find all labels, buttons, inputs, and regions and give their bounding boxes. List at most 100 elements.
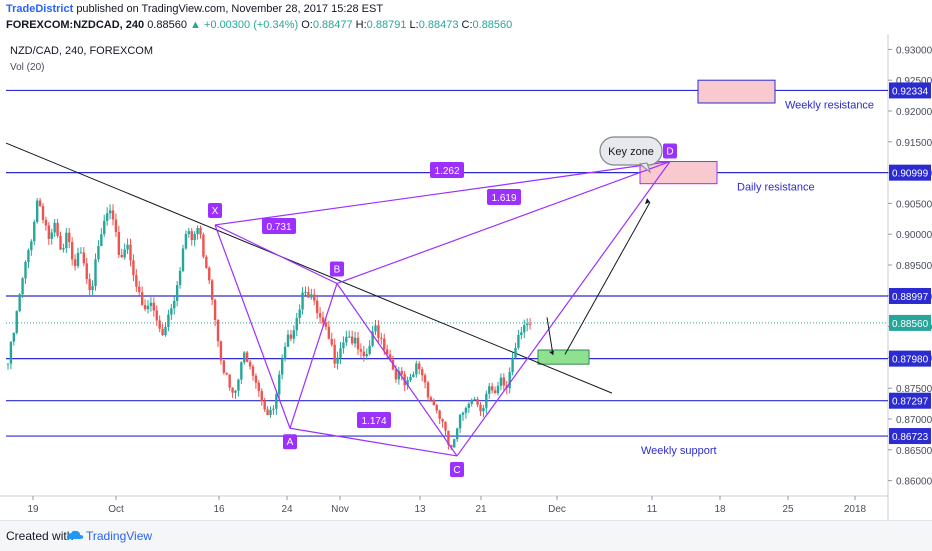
candle-body bbox=[132, 260, 135, 276]
candle-body bbox=[400, 370, 403, 375]
ratio-badge[interactable] bbox=[357, 412, 391, 428]
pattern-point-marker[interactable] bbox=[663, 143, 677, 159]
candle-body bbox=[342, 342, 345, 349]
ratio-badge[interactable] bbox=[487, 189, 521, 205]
symbol-label: FOREXCOM:NZDCAD, 240 bbox=[6, 19, 145, 31]
pattern-point-marker[interactable] bbox=[450, 461, 464, 477]
candle-body bbox=[464, 407, 468, 413]
pattern-leg[interactable] bbox=[214, 224, 291, 429]
candle-body bbox=[260, 391, 263, 402]
candle-body bbox=[450, 444, 453, 448]
candle-body bbox=[213, 299, 217, 320]
candle-body bbox=[304, 292, 307, 294]
candle-body bbox=[292, 330, 296, 339]
x-tick-label: 21 bbox=[475, 504, 487, 515]
level-price-label: 0.90999 bbox=[892, 169, 929, 180]
candle-body bbox=[415, 363, 418, 375]
publisher-name[interactable]: TradeDistrict bbox=[6, 3, 74, 15]
ratio-label: 1.619 bbox=[491, 193, 516, 204]
pattern-leg[interactable] bbox=[336, 283, 458, 457]
pattern-point-marker[interactable] bbox=[330, 261, 344, 277]
candle-body bbox=[508, 372, 511, 389]
pattern-leg[interactable] bbox=[336, 160, 671, 285]
plot-area[interactable] bbox=[6, 34, 888, 496]
open-label: O: bbox=[301, 19, 313, 31]
entry-zone[interactable] bbox=[537, 349, 590, 365]
candle-body bbox=[374, 325, 377, 332]
candle-body bbox=[496, 385, 500, 394]
candle-body bbox=[313, 294, 316, 301]
candle-body bbox=[243, 352, 246, 363]
y-tick-label: 0.87500 bbox=[896, 384, 932, 395]
ratio-badge[interactable] bbox=[430, 162, 464, 178]
candle-body bbox=[286, 334, 290, 347]
weekly-resistance-zone[interactable] bbox=[697, 79, 776, 104]
pattern-leg[interactable] bbox=[214, 160, 671, 226]
tradingview-logo-icon bbox=[66, 530, 84, 539]
pattern-point-marker[interactable] bbox=[283, 434, 297, 450]
candle-body bbox=[467, 403, 471, 408]
pattern-leg[interactable] bbox=[214, 224, 338, 285]
candle-body bbox=[167, 314, 170, 328]
candle-body bbox=[502, 377, 506, 386]
candle-body bbox=[6, 363, 10, 365]
candle-body bbox=[210, 280, 214, 300]
trendline[interactable] bbox=[5, 142, 613, 394]
candle-body bbox=[103, 220, 106, 235]
candle-body bbox=[222, 360, 226, 373]
candle-body bbox=[79, 252, 83, 254]
candle-body bbox=[461, 412, 465, 415]
candle-body bbox=[30, 241, 33, 251]
candle-body bbox=[356, 337, 360, 350]
y-tick-label: 0.93000 bbox=[896, 45, 932, 56]
arrow-down-head bbox=[549, 350, 554, 355]
candle-body bbox=[394, 369, 398, 380]
y-tick-label: 0.91500 bbox=[896, 138, 932, 149]
callout-tail bbox=[638, 162, 652, 174]
high-value: 0.88791 bbox=[366, 19, 407, 31]
arrow-up-head bbox=[645, 198, 650, 205]
pattern-leg[interactable] bbox=[289, 283, 338, 429]
candle-body bbox=[447, 430, 450, 445]
candle-body bbox=[41, 206, 45, 220]
candle-body bbox=[12, 332, 16, 342]
candle-body bbox=[114, 219, 118, 233]
callout-bubble[interactable] bbox=[599, 136, 663, 166]
candle-body bbox=[53, 222, 56, 233]
candle-body bbox=[120, 254, 123, 258]
pattern-leg[interactable] bbox=[456, 161, 671, 457]
candle-body bbox=[237, 379, 240, 391]
candle-body bbox=[178, 270, 182, 286]
pattern-point-marker[interactable] bbox=[208, 202, 222, 218]
price-chart[interactable]: 0.860000.865000.870000.875000.880000.885… bbox=[0, 34, 932, 520]
candle-body bbox=[517, 335, 520, 348]
candle-body bbox=[97, 246, 100, 260]
candle-body bbox=[248, 361, 252, 367]
y-tick-label: 0.90000 bbox=[896, 230, 932, 241]
candle-body bbox=[173, 300, 176, 309]
ratio-badge[interactable] bbox=[262, 218, 296, 234]
candle-body bbox=[263, 401, 266, 410]
ratio-label: 1.262 bbox=[434, 166, 459, 177]
candle-body bbox=[523, 325, 526, 333]
candle-body bbox=[199, 228, 202, 235]
candle-body bbox=[135, 275, 138, 287]
candle-body bbox=[315, 300, 319, 314]
y-tick-label: 0.89500 bbox=[896, 261, 932, 272]
candle-body bbox=[47, 225, 51, 239]
candle-body bbox=[514, 347, 517, 358]
x-tick-label: Nov bbox=[331, 504, 349, 515]
candle-body bbox=[339, 348, 342, 358]
candle-body bbox=[479, 404, 482, 412]
candle-body bbox=[435, 405, 438, 411]
pattern-point-label: B bbox=[334, 264, 341, 275]
candle-body bbox=[152, 302, 156, 311]
candle-body bbox=[368, 345, 371, 355]
candle-body bbox=[225, 372, 228, 375]
x-tick-label: Dec bbox=[548, 504, 566, 515]
level-note: Daily resistance bbox=[737, 182, 815, 194]
candle-body bbox=[123, 249, 126, 258]
candle-body bbox=[444, 421, 447, 431]
tradingview-brand[interactable]: TradingView bbox=[86, 529, 153, 543]
pattern-leg[interactable] bbox=[289, 427, 458, 457]
